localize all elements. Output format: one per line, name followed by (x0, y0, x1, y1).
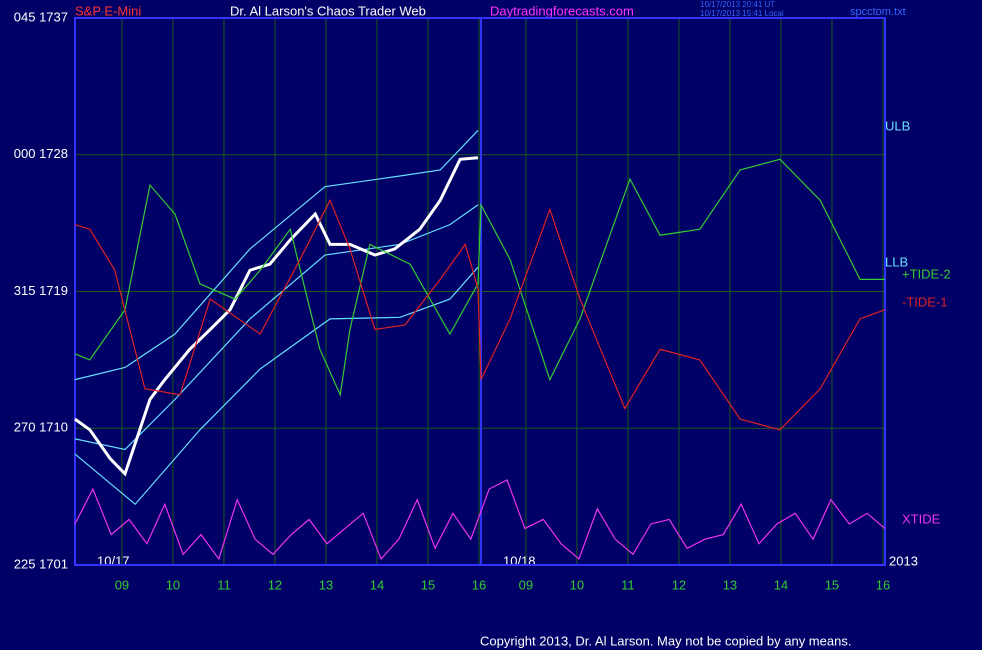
legend-label: +TIDE-2 (902, 266, 951, 281)
y-tick-label: 315 1719 (14, 283, 68, 298)
x-tick-label: 12 (672, 577, 686, 592)
y-tick-label: 225 1701 (14, 556, 68, 571)
legend-label: XTIDE (902, 511, 941, 526)
x-tick-label: 11 (217, 577, 231, 592)
x-tick-label: 15 (421, 577, 435, 592)
x-tick-label: 10 (570, 577, 584, 592)
x-tick-label: 16 (876, 577, 890, 592)
file-name: spcctom.txt (850, 6, 906, 18)
series-line (74, 158, 885, 397)
x-tick-label: 09 (115, 577, 129, 592)
instrument: S&P E-Mini (75, 3, 141, 18)
x-tick-label: 13 (319, 577, 333, 592)
copyright: Copyright 2013, Dr. Al Larson. May not b… (480, 633, 851, 648)
y-tick-label: 000 1728 (14, 146, 68, 161)
y-tick-label: 045 1737 (14, 9, 68, 24)
x-tick-label: 14 (370, 577, 384, 592)
x-tick-label: 14 (774, 577, 788, 592)
website: Daytradingforecasts.com (490, 3, 634, 18)
day-label: 2013 (889, 553, 918, 568)
band-label: LLB (885, 254, 908, 269)
series-line (74, 204, 479, 451)
timestamp: 10/17/2013 20:41 UT (700, 0, 775, 9)
timestamp: 10/17/2013 15:41 Local (700, 9, 784, 18)
x-tick-label: 12 (268, 577, 282, 592)
series-line (74, 266, 479, 506)
chart-title: Dr. Al Larson's Chaos Trader Web (230, 3, 426, 18)
x-tick-label: 11 (621, 577, 635, 592)
x-tick-label: 13 (723, 577, 737, 592)
x-tick-label: 10 (166, 577, 180, 592)
x-tick-label: 16 (472, 577, 486, 592)
day-label: 10/18 (503, 553, 536, 568)
series-line (74, 479, 886, 561)
x-tick-label: 09 (519, 577, 533, 592)
legend-label: -TIDE-1 (902, 294, 948, 309)
series-line (74, 130, 479, 381)
x-tick-label: 15 (825, 577, 839, 592)
y-tick-label: 270 1710 (14, 420, 68, 435)
band-label: ULB (885, 118, 910, 133)
series-line (74, 198, 886, 431)
series-line (74, 156, 479, 477)
day-label: 10/17 (97, 553, 130, 568)
